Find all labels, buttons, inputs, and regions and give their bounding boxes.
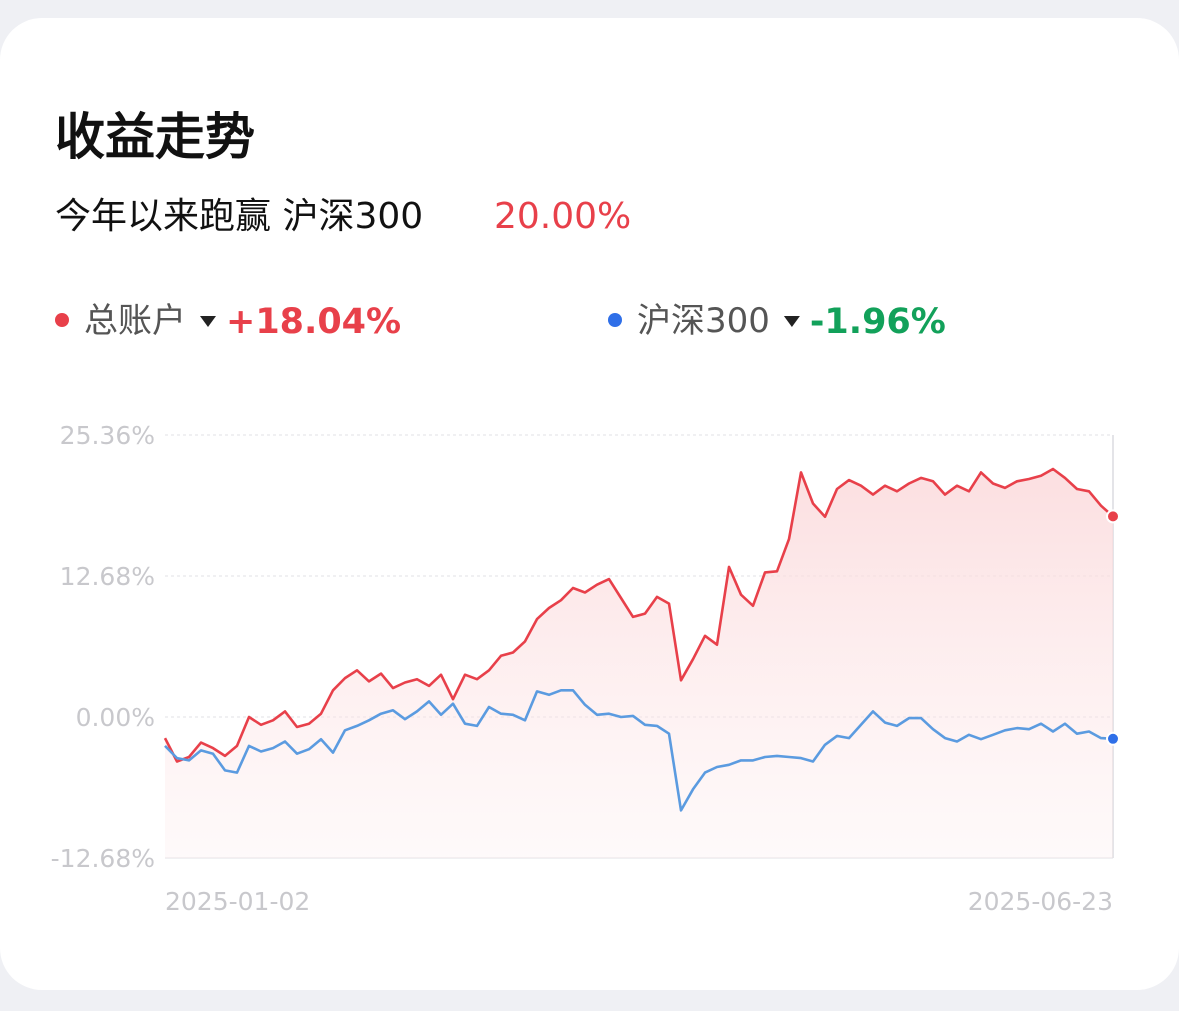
legend-arrow [200,316,216,327]
y-tick-label: 12.68% [60,562,155,591]
legend-dot [608,313,622,327]
legend-dot [55,313,69,327]
legend: 总账户 +18.04% 沪深300 -1.96% [55,301,946,342]
legend-value: +18.04% [226,302,401,342]
end-point [1106,509,1120,524]
card-title: 收益走势 [55,108,255,166]
series-line [164,689,1114,812]
series-area [165,469,1113,858]
end-point [1106,731,1120,746]
y-tick-label: -12.68% [51,844,155,873]
x-tick-label: 2025-01-02 [165,887,310,916]
series-line [163,467,1114,763]
legend-label: 总账户 [84,301,186,341]
subtitle-value: 20.00% [494,196,631,237]
y-tick-label: 0.00% [76,703,155,732]
subtitle: 今年以来跑赢 沪深300 [55,196,423,237]
legend-arrow [783,316,800,327]
x-tick-label: 2025-06-23 [968,887,1113,916]
y-tick-label: 25.36% [60,421,155,450]
legend-label: 沪深300 [637,301,770,341]
legend-value: -1.96% [810,302,946,342]
